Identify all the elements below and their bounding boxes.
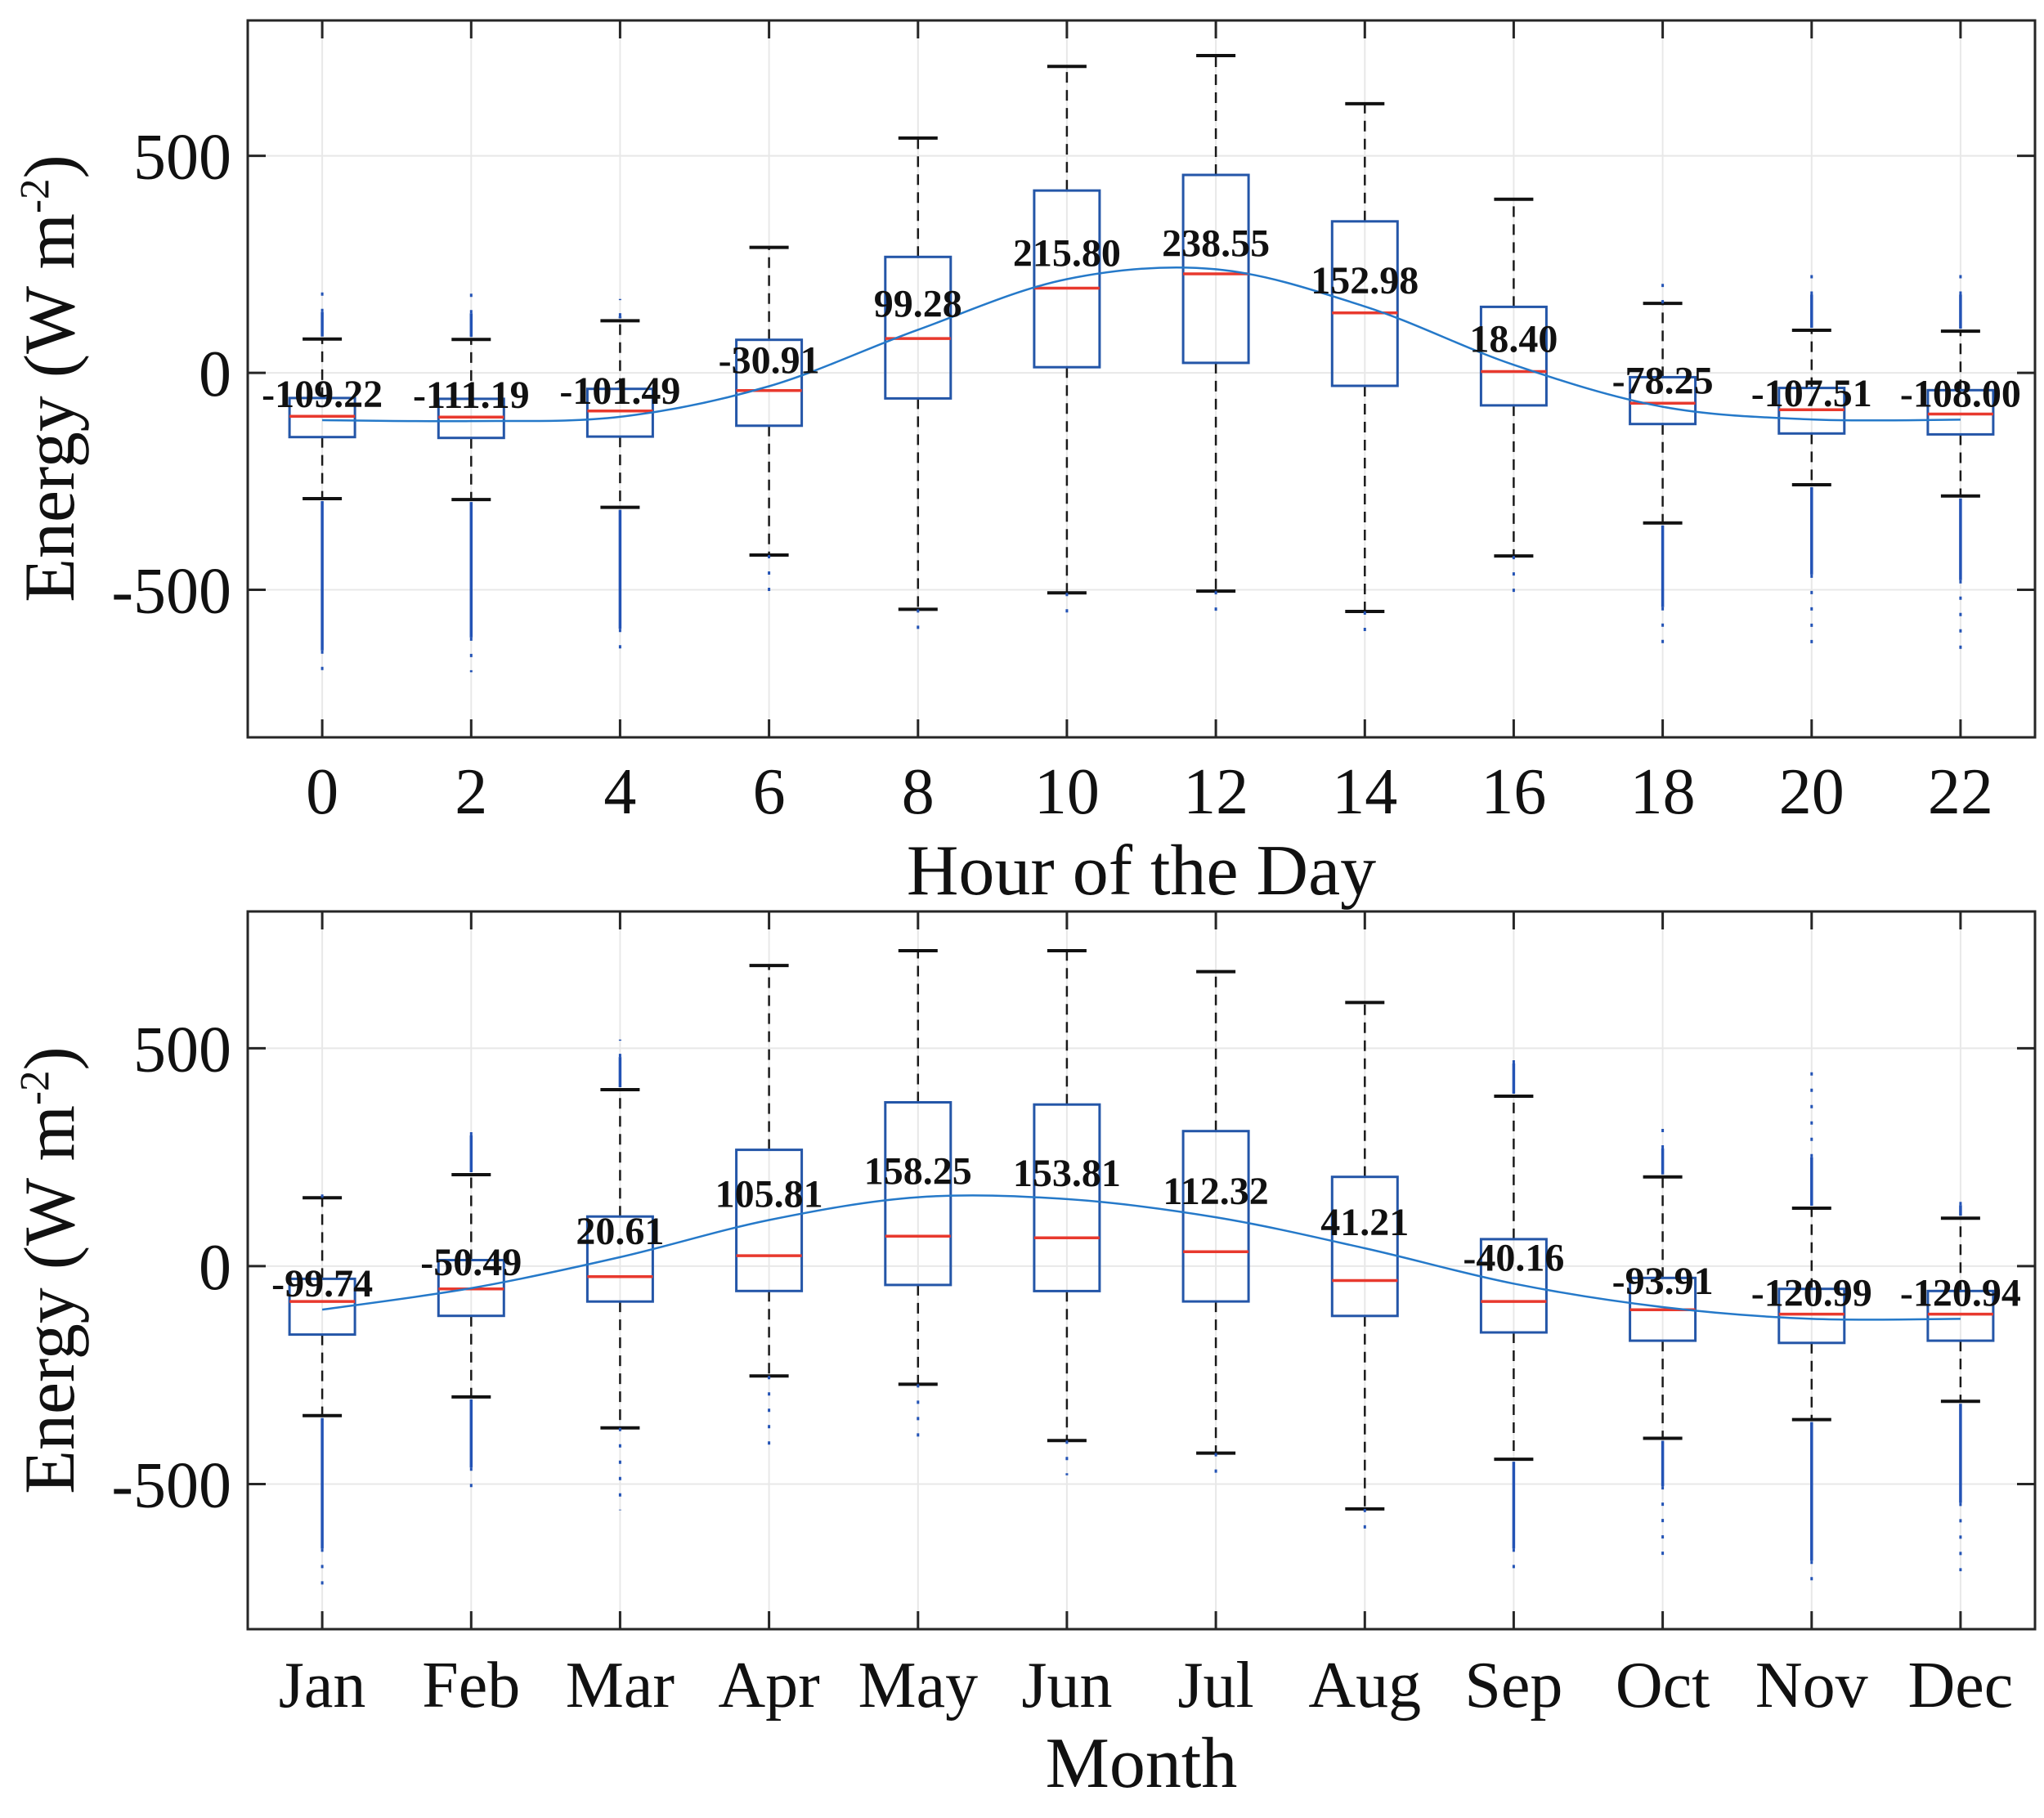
panel-frame-hourly <box>246 19 2037 739</box>
mean-label-monthly: -120.99 <box>1751 1271 1872 1314</box>
x-tick-label-monthly: Sep <box>1464 1650 1562 1722</box>
mean-label-hourly: -107.51 <box>1751 372 1872 415</box>
x-tick-label-hourly: 20 <box>1779 756 1845 828</box>
mean-label-monthly: 112.32 <box>1163 1170 1268 1213</box>
box-monthly-Jul <box>1181 1130 1250 1303</box>
box-hourly-14 <box>1330 220 1399 387</box>
x-tick-label-monthly: Jan <box>279 1650 366 1722</box>
x-axis-label-hourly: Hour of the Day <box>906 831 1377 911</box>
x-tick-label-monthly: Aug <box>1308 1650 1421 1722</box>
y-axis-label-hourly-close: ) <box>11 154 90 179</box>
y-tick-label-monthly: -500 <box>111 1450 231 1522</box>
mean-label-monthly: 158.25 <box>864 1150 972 1193</box>
x-tick-label-hourly: 16 <box>1481 756 1546 828</box>
mean-label-hourly: 238.55 <box>1162 222 1270 265</box>
mean-label-hourly: 152.98 <box>1311 259 1419 302</box>
y-tick-label-hourly: 0 <box>199 338 231 410</box>
mean-label-hourly: -111.19 <box>413 374 530 417</box>
mean-label-monthly: -120.94 <box>1900 1271 2021 1314</box>
mean-label-hourly: -78.25 <box>1612 360 1714 403</box>
y-axis-label-hourly-sup: -2 <box>12 178 59 214</box>
y-axis-label-monthly-base: Energy (W m <box>11 1105 90 1494</box>
y-axis-label-monthly-close: ) <box>11 1046 90 1071</box>
box-hourly-12 <box>1181 173 1250 365</box>
x-tick-label-monthly: Apr <box>718 1650 819 1722</box>
y-tick-label-hourly: -500 <box>111 556 231 628</box>
mean-label-monthly: -50.49 <box>420 1241 522 1284</box>
x-tick-label-monthly: Jul <box>1177 1650 1253 1722</box>
x-tick-label-hourly: 6 <box>753 756 786 828</box>
mean-label-monthly: -93.91 <box>1612 1260 1714 1303</box>
y-tick-label-monthly: 0 <box>199 1232 231 1304</box>
mean-label-hourly: 99.28 <box>874 282 962 325</box>
mean-line-hourly <box>322 266 1961 423</box>
y-tick-label-monthly: 500 <box>133 1014 231 1086</box>
y-tick-label-hourly: 500 <box>133 122 231 194</box>
x-tick-label-monthly: Nov <box>1755 1650 1868 1722</box>
mean-label-monthly: 41.21 <box>1320 1201 1409 1244</box>
mean-label-monthly: -99.74 <box>271 1262 373 1305</box>
mean-label-hourly: -109.22 <box>262 373 383 416</box>
x-tick-label-hourly: 0 <box>306 756 338 828</box>
x-tick-label-hourly: 4 <box>603 756 636 828</box>
box-monthly-Jan <box>288 1277 356 1337</box>
x-tick-label-monthly: May <box>858 1650 978 1722</box>
box-hourly-8 <box>884 255 953 400</box>
x-tick-label-hourly: 8 <box>902 756 935 828</box>
box-monthly-May <box>884 1101 953 1287</box>
box-monthly-Aug <box>1330 1175 1399 1318</box>
box-hourly-22 <box>1926 388 1995 436</box>
x-tick-label-hourly: 10 <box>1034 756 1100 828</box>
mean-label-monthly: 153.81 <box>1013 1152 1121 1195</box>
x-tick-label-hourly: 2 <box>455 756 487 828</box>
x-tick-label-hourly: 14 <box>1332 756 1397 828</box>
mean-label-hourly: -108.00 <box>1900 372 2021 415</box>
x-tick-label-hourly: 18 <box>1630 756 1696 828</box>
box-monthly-Nov <box>1777 1287 1846 1345</box>
x-tick-label-hourly: 22 <box>1928 756 1993 828</box>
x-tick-label-monthly: Jun <box>1021 1650 1112 1722</box>
x-tick-label-hourly: 12 <box>1183 756 1248 828</box>
box-monthly-Dec <box>1926 1289 1995 1342</box>
x-tick-label-monthly: Feb <box>422 1650 520 1722</box>
y-axis-label-monthly: Energy (W m-2) <box>11 1046 90 1494</box>
x-axis-label-monthly: Month <box>1045 1724 1238 1803</box>
mean-label-hourly: -101.49 <box>559 369 680 413</box>
mean-label-hourly: 215.80 <box>1013 232 1121 275</box>
y-axis-label-hourly-base: Energy (W m <box>11 213 90 602</box>
y-axis-label-monthly-sup: -2 <box>12 1070 59 1106</box>
mean-label-monthly: 20.61 <box>576 1210 664 1253</box>
box-hourly-16 <box>1479 305 1548 407</box>
x-tick-label-monthly: Oct <box>1616 1650 1710 1722</box>
box-hourly-10 <box>1033 189 1101 369</box>
x-tick-label-monthly: Dec <box>1908 1650 2014 1722</box>
mean-label-monthly: 105.81 <box>715 1173 823 1216</box>
box-hourly-6 <box>735 338 804 428</box>
box-monthly-Sep <box>1479 1238 1548 1334</box>
mean-line-monthly <box>321 1194 1961 1321</box>
y-axis-label-hourly: Energy (W m-2) <box>11 154 90 602</box>
mean-label-monthly: -40.16 <box>1463 1236 1564 1279</box>
panel-frame-monthly <box>246 910 2037 1631</box>
x-tick-label-monthly: Mar <box>566 1650 675 1722</box>
box-monthly-Mar <box>585 1215 654 1303</box>
mean-label-hourly: 18.40 <box>1469 317 1558 360</box>
box-monthly-Apr <box>735 1149 804 1292</box>
mean-label-hourly: -30.91 <box>719 339 820 383</box>
